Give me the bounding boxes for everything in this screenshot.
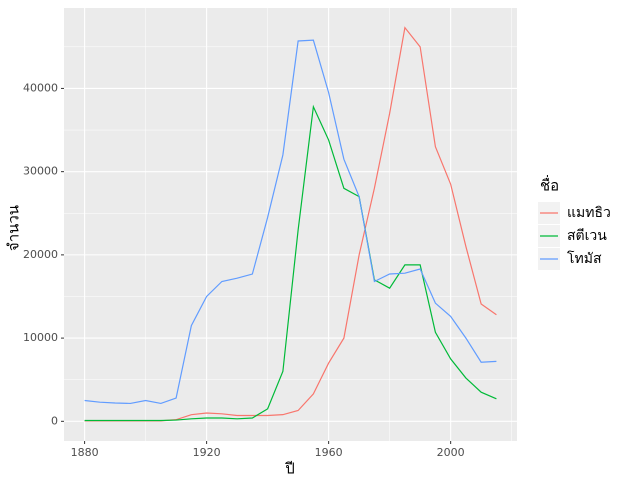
y-tick-label: 20000 [23,248,58,261]
data-line [84,104,497,422]
data-line [84,39,497,405]
x-tick-label: 2000 [437,446,465,459]
x-axis-title: ปี [284,460,294,478]
x-tick-label: 1960 [315,446,343,459]
legend-title: ชื่อ [540,175,559,195]
panel [64,8,517,441]
legend-label: แมทธิว [567,205,611,221]
legend-label: โทมัส [567,250,602,267]
y-tick-label: 0 [51,414,58,427]
y-tick-label: 40000 [23,81,58,94]
y-axis-title: จำนวน [5,205,23,251]
y-tick-label: 10000 [23,331,58,344]
x-tick-label: 1920 [193,446,221,459]
legend-label: สตีเวน [567,228,607,244]
y-tick-label: 30000 [23,165,58,178]
x-tick-label: 1880 [71,446,99,459]
